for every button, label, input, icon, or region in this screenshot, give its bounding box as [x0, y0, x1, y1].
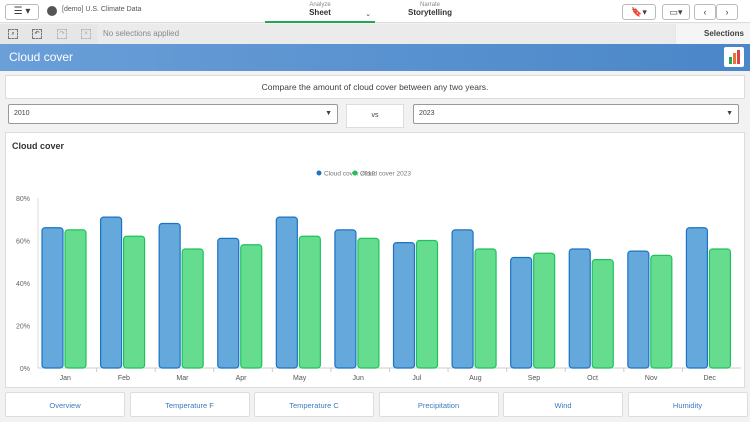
- sheet-tab-precipitation[interactable]: Precipitation: [378, 392, 499, 417]
- bar-dec-2010[interactable]: [685, 227, 709, 369]
- bar-dec-2023[interactable]: [708, 248, 732, 369]
- sheet-header: Cloud cover: [0, 44, 750, 71]
- top-bar: ☰ ▾ [demo] U.S. Climate Data Analyze Shee…: [0, 0, 750, 23]
- chart-panel: Cloud cover 0% 20% 40% 60% 80% Jan Feb Mar Apr Ma…: [5, 132, 745, 388]
- vs-label: vs: [346, 104, 404, 128]
- x-tick-label: Aug: [469, 375, 482, 382]
- chevron-down-icon: ⌄: [365, 11, 371, 18]
- selections-label: Selections: [703, 29, 744, 38]
- description-panel: Compare the amount of cloud cover betwee…: [5, 75, 745, 99]
- bar-sep-2023[interactable]: [533, 252, 556, 369]
- bar-oct-2010[interactable]: [568, 248, 591, 369]
- caret-down-icon: ▼: [325, 110, 332, 117]
- x-tick-label: Mar: [176, 375, 189, 382]
- sheet-tab-temperature-f[interactable]: Temperature F: [129, 392, 250, 417]
- x-tick-label: Oct: [587, 375, 598, 382]
- bar-may-2010[interactable]: [275, 216, 298, 369]
- bar-feb-2023[interactable]: [122, 235, 146, 369]
- smart-search-icon[interactable]: ⌕: [8, 29, 18, 39]
- legend-item[interactable]: Cloud cover 2010: [324, 171, 375, 178]
- sheet-title: Cloud cover: [9, 50, 74, 64]
- selection-status: No selections applied: [97, 24, 675, 44]
- sheet-tab-wind[interactable]: Wind: [503, 392, 623, 417]
- bookmark-button[interactable]: 🔖▾: [622, 4, 656, 20]
- app-icon: [47, 6, 57, 16]
- description-text: Compare the amount of cloud cover betwee…: [261, 82, 489, 92]
- caret-down-icon: ▼: [726, 110, 733, 117]
- year-b-value: 2023: [419, 110, 435, 117]
- y-tick-label: 40%: [16, 281, 30, 288]
- selections-button[interactable]: Selections: [676, 24, 750, 44]
- x-tick-label: May: [293, 375, 307, 382]
- x-tick-label: Jan: [60, 375, 71, 382]
- next-sheet-button[interactable]: ›: [716, 4, 738, 20]
- bar-jan-2023[interactable]: [64, 229, 87, 369]
- sheet-view-button[interactable]: ▭▾: [662, 4, 690, 20]
- x-tick-label: Jun: [353, 375, 364, 382]
- year-b-dropdown[interactable]: 2023 ▼: [413, 104, 739, 124]
- clear-all-icon[interactable]: ×: [81, 29, 91, 39]
- bar-chart: 0% 20% 40% 60% 80% Jan Feb Mar Apr May Jun Jul Aug Se…: [16, 170, 741, 382]
- y-tick-label: 80%: [16, 196, 30, 203]
- app-title: [demo] U.S. Climate Data: [62, 6, 142, 13]
- x-tick-label: Nov: [645, 375, 658, 382]
- tab-narrate[interactable]: Narrate Storytelling: [390, 2, 470, 17]
- x-tick-label: Jul: [412, 375, 421, 382]
- step-back-icon[interactable]: ↶: [32, 29, 42, 39]
- tab-analyze-value: Sheet: [309, 8, 331, 17]
- x-tick-label: Dec: [703, 375, 716, 382]
- x-tick-label: Sep: [528, 375, 541, 382]
- bar-chart-icon: [724, 47, 744, 67]
- y-tick-label: 0%: [20, 366, 30, 373]
- vs-text: vs: [371, 112, 379, 119]
- bar-jul-2023[interactable]: [415, 239, 439, 369]
- bar-feb-2010[interactable]: [99, 216, 123, 369]
- bar-nov-2023[interactable]: [650, 254, 673, 369]
- bar-may-2023[interactable]: [298, 235, 321, 369]
- bar-apr-2010[interactable]: [217, 237, 240, 369]
- bar-aug-2010[interactable]: [451, 229, 474, 369]
- tab-narrate-value: Storytelling: [407, 8, 452, 17]
- bar-jul-2010[interactable]: [392, 242, 416, 369]
- legend-marker: [352, 170, 358, 176]
- year-a-value: 2010: [14, 110, 30, 117]
- bar-jan-2010[interactable]: [41, 227, 64, 369]
- sheet-tab-temperature-c[interactable]: Temperature C: [254, 392, 374, 417]
- prev-sheet-button[interactable]: ‹: [694, 4, 716, 20]
- bar-nov-2010[interactable]: [627, 250, 650, 369]
- sheet-tab-overview[interactable]: Overview: [5, 392, 125, 417]
- step-forward-icon[interactable]: ↷: [57, 29, 67, 39]
- sheet-tab-humidity[interactable]: Humidity: [627, 392, 748, 417]
- x-tick-label: Apr: [236, 375, 248, 382]
- year-a-dropdown[interactable]: 2010 ▼: [8, 104, 338, 124]
- bar-jun-2010[interactable]: [334, 229, 357, 369]
- bar-mar-2023[interactable]: [181, 248, 204, 369]
- bar-apr-2023[interactable]: [240, 244, 263, 369]
- selection-bar: ⌕ ↶ ↷ × No selections applied Selections: [0, 24, 750, 44]
- bar-sep-2010[interactable]: [510, 256, 533, 369]
- y-tick-label: 20%: [16, 324, 30, 331]
- tab-analyze-label: Analyze: [309, 2, 331, 8]
- menu-button[interactable]: ☰ ▾: [5, 4, 39, 20]
- bar-oct-2023[interactable]: [591, 259, 614, 369]
- bar-aug-2023[interactable]: [474, 248, 497, 369]
- tab-analyze[interactable]: Analyze Sheet ⌄: [265, 2, 375, 23]
- legend-item[interactable]: Cloud cover 2023: [360, 171, 411, 178]
- chart-title: Cloud cover: [12, 141, 65, 151]
- y-tick-label: 60%: [16, 239, 30, 246]
- legend-marker: [316, 170, 322, 176]
- bar-mar-2010[interactable]: [158, 222, 181, 369]
- x-tick-label: Feb: [118, 375, 130, 382]
- bar-jun-2023[interactable]: [357, 237, 380, 369]
- tab-narrate-label: Narrate: [419, 2, 440, 8]
